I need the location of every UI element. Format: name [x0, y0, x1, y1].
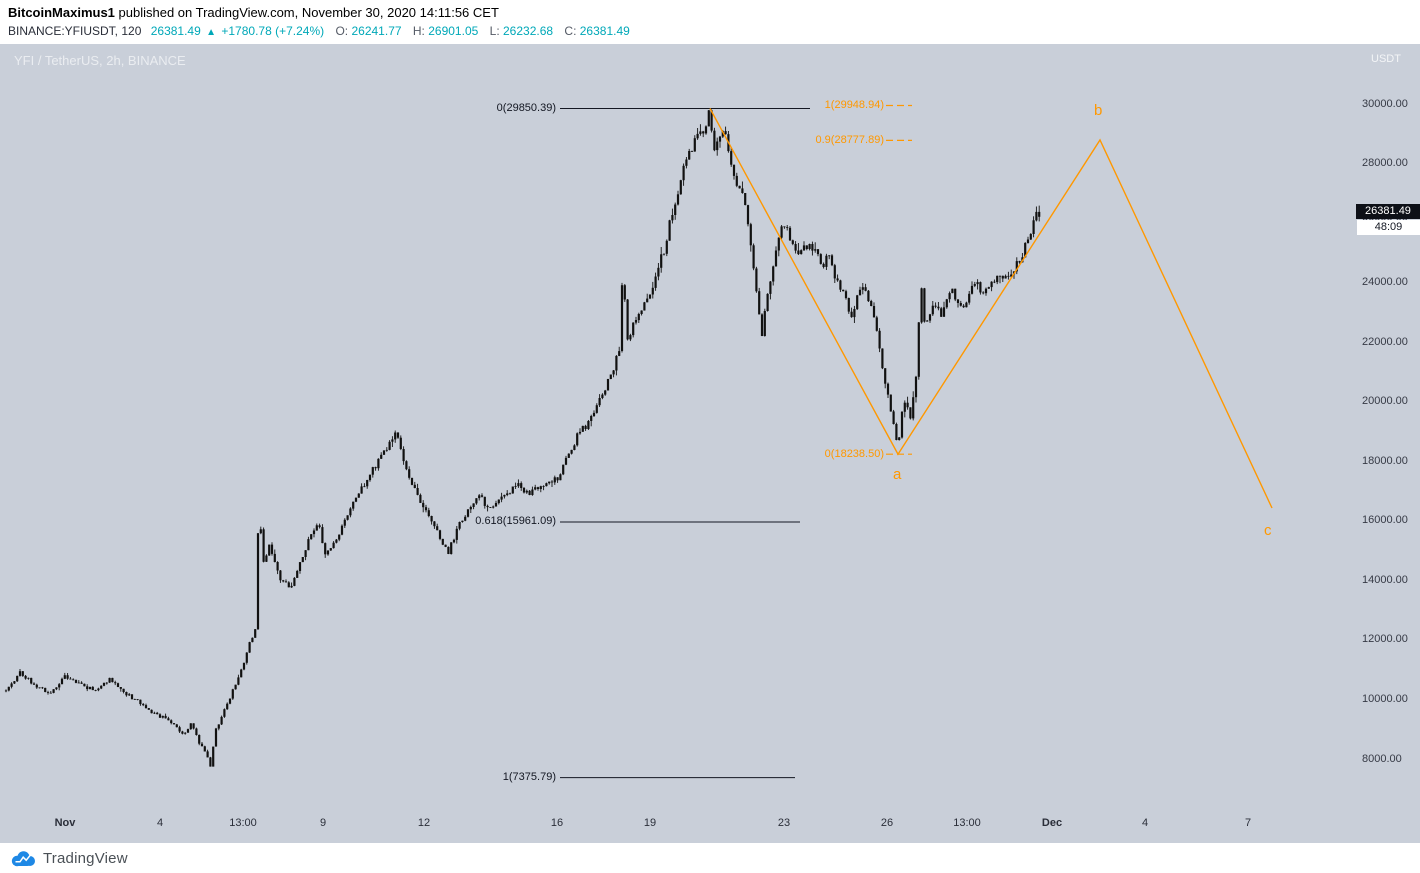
- price-axis-currency: USDT: [1371, 53, 1401, 65]
- up-arrow-icon: ▲: [206, 27, 217, 38]
- chart-watermark: YFI / TetherUS, 2h, BINANCE: [14, 53, 186, 68]
- publish-info-line: BitcoinMaximus1 published on TradingView…: [8, 5, 1420, 20]
- close-value: 26381.49: [579, 24, 630, 38]
- tradingview-cloud-icon: [11, 850, 35, 866]
- price-change: +1780.78 (+7.24%): [221, 24, 325, 38]
- tradingview-logo[interactable]: TradingView: [10, 850, 128, 867]
- candle-countdown: 48:09: [1357, 220, 1420, 235]
- chart-area[interactable]: [0, 44, 1420, 843]
- last-price-badge: 26381.49: [1356, 204, 1420, 219]
- publish-header: BitcoinMaximus1 published on TradingView…: [0, 0, 1420, 44]
- low-label: L:: [489, 24, 500, 38]
- time-axis[interactable]: [0, 810, 1355, 843]
- symbol-status-line: BINANCE:YFIUSDT, 120 26381.49 ▲ +1780.78…: [8, 24, 1420, 38]
- high-value: 26901.05: [428, 24, 479, 38]
- low-value: 26232.68: [503, 24, 554, 38]
- publish-details: published on TradingView.com, November 3…: [114, 5, 499, 20]
- high-label: H:: [412, 24, 425, 38]
- last-price: 26381.49: [150, 24, 201, 38]
- footer: TradingView: [0, 843, 1420, 873]
- symbol-title: BINANCE:YFIUSDT, 120: [8, 24, 142, 38]
- author-name: BitcoinMaximus1: [8, 5, 115, 20]
- open-value: 26241.77: [351, 24, 402, 38]
- price-axis[interactable]: [1355, 44, 1420, 843]
- close-label: C:: [564, 24, 577, 38]
- tradingview-wordmark: TradingView: [43, 849, 128, 867]
- open-label: O:: [335, 24, 349, 38]
